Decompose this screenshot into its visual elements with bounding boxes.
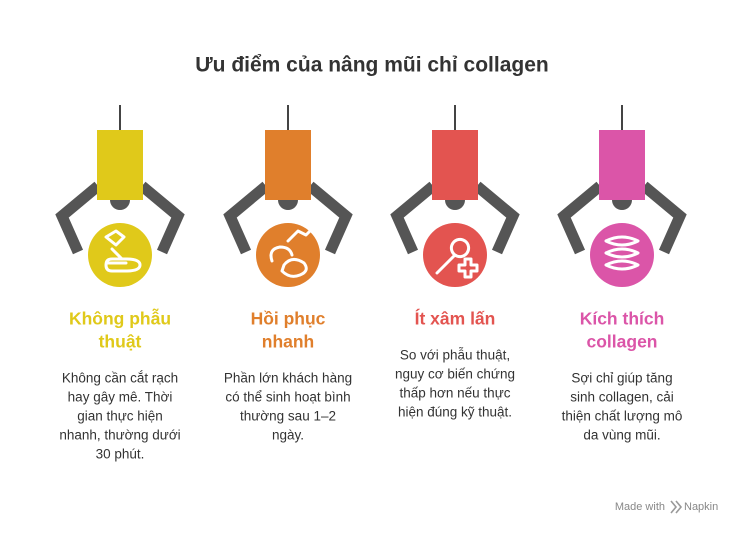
item-heading: thuật <box>99 332 142 352</box>
footer-prefix: Made with <box>615 501 665 513</box>
item-description: da vùng mũi. <box>583 428 660 443</box>
item-description: nguy cơ biến chứng <box>395 367 515 382</box>
item-description: Phần lớn khách hàng <box>224 371 352 386</box>
claw-body <box>97 130 143 200</box>
claw-joint <box>612 200 632 210</box>
item-description: hay gây mê. Thời <box>68 390 173 405</box>
claw-arm <box>138 181 185 255</box>
icon-circle <box>590 223 654 287</box>
item-description: Sợi chỉ giúp tăng <box>571 371 672 386</box>
item-description: nhanh, thường dưới <box>59 428 180 443</box>
item-description: Không cần cắt rạch <box>62 371 178 386</box>
claw-arm <box>390 181 437 255</box>
claw-arm <box>223 181 270 255</box>
footer-logo <box>670 500 683 514</box>
claw-body <box>265 130 311 200</box>
claw-joint <box>110 200 130 210</box>
claw-arm <box>557 181 604 255</box>
claw-arm <box>306 181 353 255</box>
claw-joint <box>278 200 298 210</box>
claw-body <box>432 130 478 200</box>
item-description: thiện chất lượng mô <box>562 409 683 424</box>
item-description: có thể sinh hoạt bình <box>225 390 350 405</box>
claw-arm <box>473 181 520 255</box>
claw-joint <box>445 200 465 210</box>
item-heading: nhanh <box>262 332 315 352</box>
footer-brand: Napkin <box>684 501 718 513</box>
icon <box>269 223 318 278</box>
claw-body <box>599 130 645 200</box>
item-description: ngày. <box>272 428 304 443</box>
claw-arm <box>55 181 102 255</box>
item-description: 30 phút. <box>96 447 145 462</box>
item-description: sinh collagen, cải <box>570 390 674 405</box>
item-description: thường sau 1–2 <box>240 409 336 424</box>
item-description: So với phẫu thuật, <box>400 348 510 363</box>
item-description: thấp hơn nếu thực <box>400 386 511 401</box>
item-heading: Ít xâm lấn <box>415 308 496 329</box>
item-heading: Không phẫu <box>69 308 171 329</box>
item-heading: Hồi phục <box>251 309 326 329</box>
item-heading: Kích thích <box>580 309 665 329</box>
item-description: gian thực hiện <box>77 409 163 424</box>
item-heading: collagen <box>587 332 658 352</box>
item-description: hiện đúng kỹ thuật. <box>398 405 512 420</box>
icon <box>104 229 142 273</box>
icon <box>435 237 479 279</box>
icon <box>604 235 640 271</box>
claw-arm <box>640 181 687 255</box>
title: Ưu điểm của nâng mũi chỉ collagen <box>195 54 548 77</box>
